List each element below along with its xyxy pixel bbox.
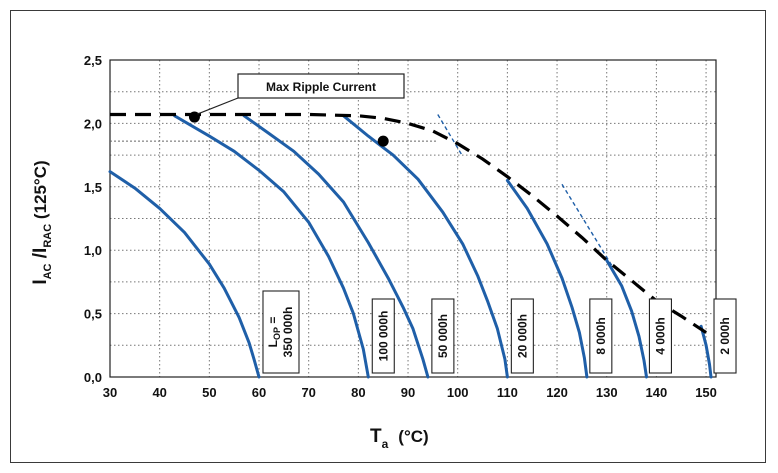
lifetime-label-box — [431, 298, 455, 374]
markers — [188, 111, 389, 147]
slope-guides — [437, 114, 613, 266]
lifetime-label: 20 000h — [515, 314, 529, 358]
x-tick-label: 70 — [301, 385, 315, 400]
label-line-2: 350 000h — [281, 307, 295, 358]
lifetime-curve — [699, 324, 713, 379]
max-ripple-envelope-line — [110, 112, 707, 334]
lifetime-label-box — [371, 298, 395, 374]
x-tick-label: 40 — [152, 385, 166, 400]
y-axis-title-part: (125°C) — [31, 160, 50, 223]
x-tick-label: 30 — [103, 385, 117, 400]
lifetime-label-box — [713, 298, 737, 374]
slope-guide-line — [437, 114, 464, 157]
data-marker — [188, 111, 200, 123]
y-axis-title-part: AC — [42, 263, 54, 279]
lifetime-label-box — [589, 298, 613, 374]
slope-guide-line — [561, 183, 613, 266]
annotation-text: Max Ripple Current — [266, 80, 376, 94]
lifetime-curve — [605, 258, 648, 379]
lifetime-label: 4 000h — [653, 317, 667, 354]
grid — [110, 60, 716, 377]
annotation-leader — [197, 97, 239, 115]
annotation: Max Ripple Current — [197, 73, 405, 115]
x-tick-label: 80 — [351, 385, 365, 400]
data-marker — [377, 135, 389, 147]
x-axis-title-unit: (°C) — [398, 427, 428, 446]
lifetime-curves — [108, 114, 713, 379]
lifetime-label-box — [648, 298, 672, 374]
x-tick-label: 150 — [695, 385, 717, 400]
y-axis-title: IAC /IRAC (125°C) — [30, 160, 54, 284]
lifetime-curve — [173, 114, 370, 379]
lifetime-label: 50 000h — [436, 314, 450, 358]
label-sub: OP — [272, 327, 282, 340]
y-tick-label: 0,5 — [84, 307, 102, 322]
annotation-box — [237, 73, 405, 99]
lifetime-label: 2 000h — [718, 317, 732, 354]
label-eq: = — [266, 317, 280, 327]
lifetime-curve — [108, 170, 261, 379]
x-tick-label: 90 — [401, 385, 415, 400]
y-tick-label: 1,5 — [84, 180, 102, 195]
y-tick-label: 0,0 — [84, 370, 102, 385]
plot-area-border — [109, 59, 717, 378]
x-tick-label: 120 — [546, 385, 568, 400]
label-var: L — [266, 340, 280, 347]
x-tick-label: 50 — [202, 385, 216, 400]
y-axis-title-part: I — [30, 279, 51, 284]
lifetime-label-box — [510, 298, 534, 374]
label-line-1: LOP = — [266, 317, 282, 348]
y-axis-title-part: RAC — [42, 224, 54, 248]
y-tick-label: 2,5 — [84, 53, 102, 68]
x-tick-label: 130 — [596, 385, 618, 400]
lifetime-label: 100 000h — [376, 311, 390, 362]
lifetime-labels: LOP =350 000h 100 000h 50 000h 20 000h 8 000… — [262, 290, 737, 374]
y-tick-labels: 0,0 0,5 1,0 1,5 2,0 2,5 — [84, 53, 102, 385]
lifetime-label-box — [262, 290, 300, 374]
lifetime-curve — [505, 179, 589, 379]
lifetime-curve — [242, 114, 430, 379]
x-tick-label: 100 — [447, 385, 469, 400]
x-tick-label: 140 — [646, 385, 668, 400]
x-axis-title-main: T — [370, 426, 382, 447]
x-axis-title-sub: a — [382, 437, 389, 451]
lifetime-label: LOP =350 000h — [266, 307, 295, 358]
x-axis-title: Ta (°C) — [370, 426, 429, 451]
y-tick-label: 2,0 — [84, 116, 102, 131]
lifetime-curve — [342, 114, 509, 379]
x-tick-labels: 30 40 50 60 70 80 90 100 110 120 130 140 150 — [103, 385, 717, 400]
y-tick-label: 1,0 — [84, 243, 102, 258]
lifetime-label: 8 000h — [594, 317, 608, 354]
x-tick-label: 110 — [497, 385, 518, 400]
x-tick-label: 60 — [252, 385, 266, 400]
y-axis-title-part: /I — [30, 248, 51, 264]
